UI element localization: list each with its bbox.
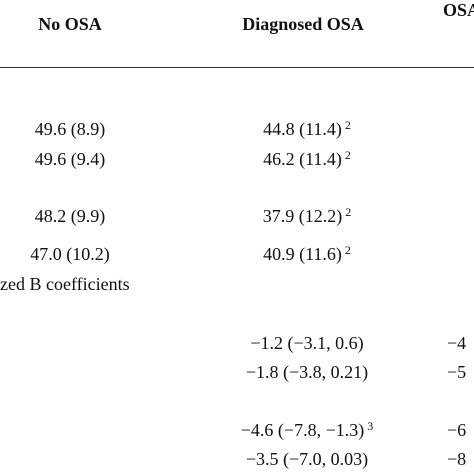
header-rule [0,67,474,68]
cell-text: −6 [447,420,467,440]
table-cell: −4 [447,333,466,353]
table-cell: −1.2 (−3.1, 0.6) [250,333,363,353]
footnote-mark: 2 [344,243,351,257]
cell-text: 49.6 (8.9) [34,119,106,139]
table-cell: 46.2 (11.4) 2 [263,149,351,169]
cell-text: 48.2 (9.9) [34,206,106,226]
cell-text: −5 [447,362,467,382]
table-cell: −5 [447,362,466,382]
table-cell: −6 [447,420,466,440]
header-cell: OSA [443,0,474,20]
cell-text: 49.6 (9.4) [34,149,106,169]
cell-text: −3.5 (−7.0, 0.03) [245,449,369,469]
cell-text: 44.8 (11.4) [263,119,342,139]
cell-text: 37.9 (12.2) [262,206,343,226]
section-label: zed B coefficients [0,274,130,294]
cell-text: −4 [447,333,467,353]
table-cell: 49.6 (8.9) [35,119,106,139]
table-cell: 47.0 (10.2) [30,244,110,264]
table-cell: −1.8 (−3.8, 0.21) [246,362,368,382]
table-cell: 49.6 (9.4) [35,149,106,169]
cell-text: −1.8 (−3.8, 0.21) [245,362,369,382]
cell-text: 46.2 (11.4) [263,149,342,169]
table-cell: 48.2 (9.9) [35,206,106,226]
cell-text: −1.2 (−3.1, 0.6) [250,333,364,353]
table-cell: −3.5 (−7.0, 0.03) [246,449,368,469]
cell-text: −8 [447,449,467,469]
footnote-mark: 2 [344,148,351,162]
cell-text: 47.0 (10.2) [30,244,110,264]
footnote-mark: 3 [367,419,374,433]
footnote-mark: 2 [345,205,352,219]
footnote-mark: 2 [344,118,351,132]
table-cell: 37.9 (12.2) 2 [263,206,352,226]
cell-text: −4.6 (−7.8, −1.3) [240,420,365,440]
table-cell: 40.9 (11.6) 2 [263,244,351,264]
header-cell: No OSA [38,14,102,34]
table-cell: 44.8 (11.4) 2 [263,119,351,139]
table-cell: −4.6 (−7.8, −1.3) 3 [241,420,373,440]
cell-text: 40.9 (11.6) [263,244,342,264]
table-cell: −8 [447,449,466,469]
header-cell: Diagnosed OSA [242,14,364,34]
